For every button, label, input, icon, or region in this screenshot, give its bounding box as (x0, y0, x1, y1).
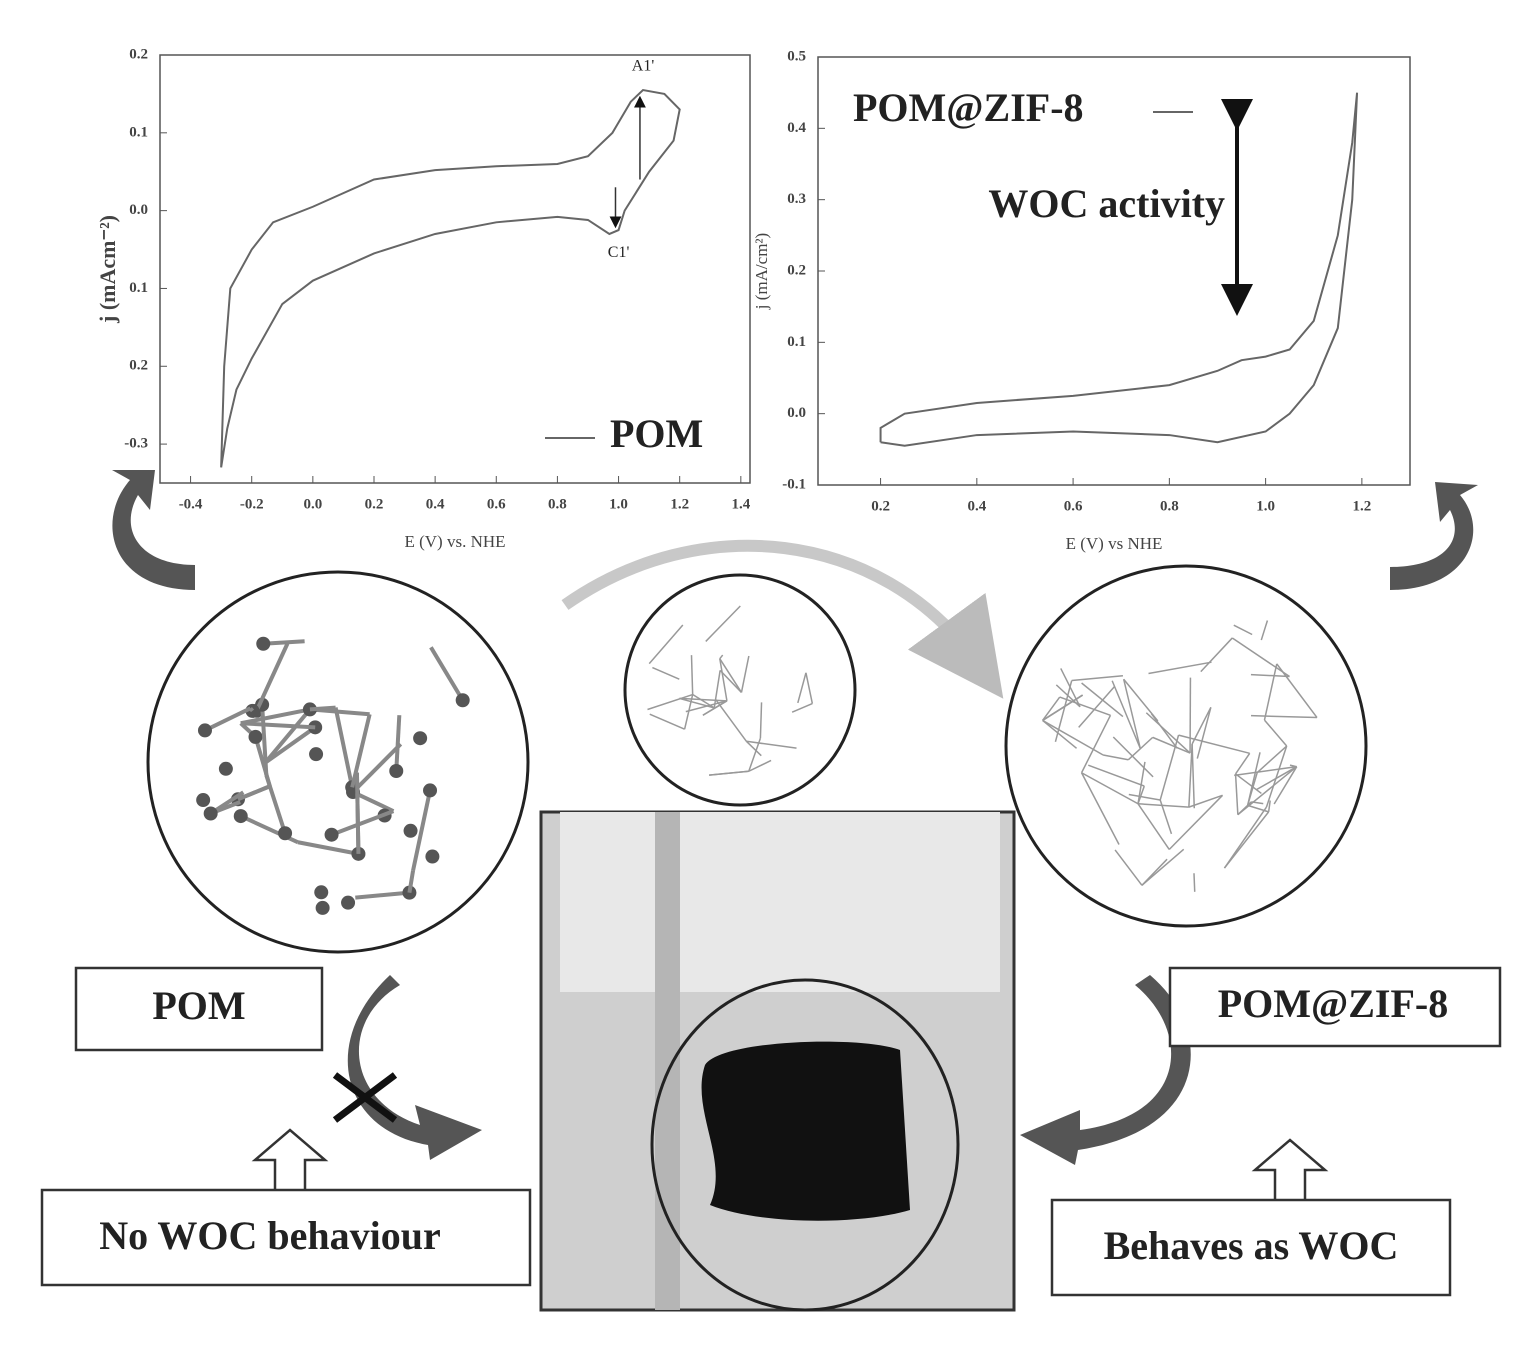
box-label: Behaves as WOC (1104, 1223, 1399, 1268)
photo-glass (560, 812, 1000, 992)
x-tick-label: 0.6 (487, 496, 506, 512)
legend-label: POM (610, 411, 703, 456)
atom (278, 826, 292, 840)
y-tick-label: -0.3 (124, 436, 148, 452)
curved-arrow (348, 975, 482, 1160)
annotation: C1' (608, 244, 630, 261)
x-axis-label: E (V) vs NHE (1066, 534, 1163, 553)
y-tick-label: 0.0 (129, 202, 148, 218)
atom (425, 850, 439, 864)
x-tick-label: 1.4 (731, 496, 750, 512)
atom (204, 807, 218, 821)
x-tick-label: 1.2 (1352, 498, 1371, 514)
atom (456, 693, 470, 707)
atom (309, 747, 323, 761)
y-tick-label: 0.3 (787, 191, 806, 207)
x-tick-label: 0.6 (1064, 498, 1083, 514)
atom (389, 764, 403, 778)
y-axis-label: j (mAcm⁻²) (95, 215, 120, 324)
x-tick-label: 1.2 (670, 496, 689, 512)
cv-curve (881, 93, 1357, 446)
atom (341, 896, 355, 910)
hollow-arrow (255, 1130, 325, 1190)
box-label: POM@ZIF-8 (1218, 981, 1449, 1026)
y-tick-label: 0.1 (129, 124, 148, 140)
x-tick-label: 1.0 (609, 496, 628, 512)
x-axis-label: E (V) vs. NHE (404, 532, 505, 551)
x-tick-label: -0.2 (240, 496, 264, 512)
y-tick-label: 0.2 (129, 46, 148, 62)
y-tick-label: 0.0 (787, 405, 806, 421)
x-tick-label: 0.4 (426, 496, 445, 512)
x-tick-label: 0.8 (548, 496, 567, 512)
x-tick-label: -0.4 (179, 496, 203, 512)
atom (198, 723, 212, 737)
photo-sample (702, 1042, 910, 1221)
atom (423, 783, 437, 797)
atom (413, 731, 427, 745)
curved-arrow (112, 470, 195, 590)
bond (357, 773, 359, 854)
x-tick-label: 1.0 (1256, 498, 1275, 514)
y-tick-label: 0.4 (787, 120, 806, 136)
x-tick-label: 0.0 (303, 496, 322, 512)
x-tick-label: 0.8 (1160, 498, 1179, 514)
box-label: POM (152, 983, 245, 1028)
legend-label: POM@ZIF-8 (853, 85, 1084, 130)
x-tick-label: 0.2 (871, 498, 890, 514)
bond (1194, 873, 1195, 892)
y-tick-label: 0.1 (787, 334, 806, 350)
atom (316, 901, 330, 915)
annotation: WOC activity (988, 181, 1225, 226)
pom-zif-structure (1006, 566, 1366, 926)
y-tick-label: 0.5 (787, 48, 806, 64)
atom (314, 885, 328, 899)
atom (196, 793, 210, 807)
y-tick-label: -0.1 (782, 476, 806, 492)
atom (219, 762, 233, 776)
pom-structure (148, 572, 528, 952)
atom (256, 637, 270, 651)
curved-arrow (1390, 482, 1478, 590)
y-tick-label: 0.1 (129, 280, 148, 296)
atom (234, 809, 248, 823)
y-tick-label: 0.2 (787, 262, 806, 278)
box-label: No WOC behaviour (99, 1213, 441, 1258)
bond (310, 708, 336, 710)
hollow-arrow (1255, 1140, 1325, 1200)
atom (404, 824, 418, 838)
y-tick-label: 0.2 (129, 358, 148, 374)
x-tick-label: 0.2 (365, 496, 384, 512)
y-axis-label: j (mA/cm²) (752, 233, 771, 310)
curved-arrow (1020, 975, 1191, 1165)
atom (249, 730, 263, 744)
annotation: A1' (632, 57, 655, 74)
x-tick-label: 0.4 (967, 498, 986, 514)
atom (325, 828, 339, 842)
